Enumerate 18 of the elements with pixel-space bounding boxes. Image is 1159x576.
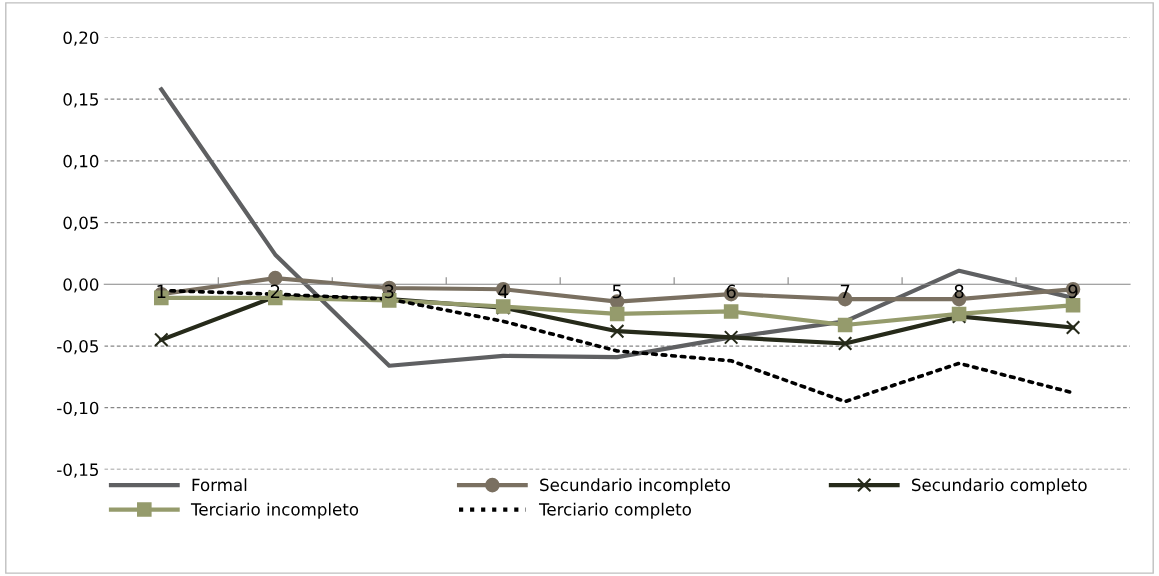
y-tick-label: -0,10 [57, 401, 99, 416]
legend-label: Terciario incompleto [190, 502, 359, 519]
x-tick-label: 6 [726, 284, 736, 299]
y-tick-label: -0,05 [57, 339, 98, 355]
y-tick-label: 0,15 [63, 93, 98, 108]
y-tick-label: 0,05 [63, 216, 98, 231]
y-tick-label: 0,10 [63, 154, 99, 170]
legend-label: Secundario incompleto [540, 478, 730, 495]
y-tick-label: 0,20 [63, 31, 99, 46]
legend-label: Formal [192, 478, 247, 492]
legend-label: Terciario completo [538, 502, 691, 519]
y-tick-label: -0,15 [57, 463, 98, 478]
x-tick-label: 1 [157, 284, 166, 299]
x-tick-label: 3 [384, 284, 394, 299]
y-tick-label: 0,00 [63, 278, 99, 293]
x-tick-label: 9 [1068, 284, 1078, 299]
legend-label: Secundario completo [912, 478, 1087, 495]
x-tick-label: 4 [498, 284, 508, 299]
